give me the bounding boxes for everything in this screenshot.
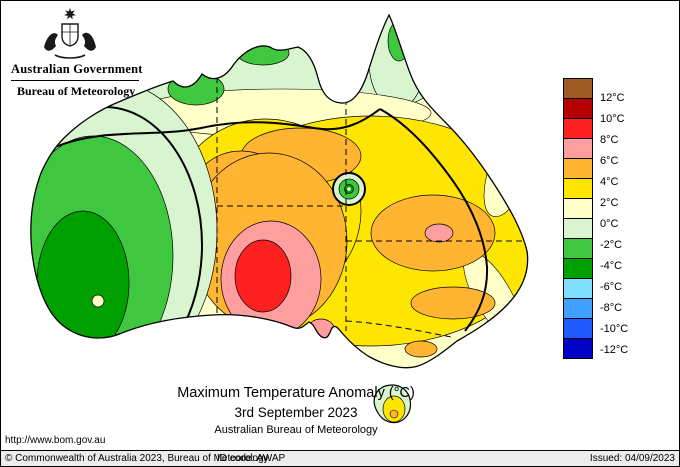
map-title: Maximum Temperature Anomaly (°C) [177, 385, 415, 401]
tasmania-coastline [373, 384, 412, 424]
legend-label: 12°C [600, 92, 625, 104]
legend-label: 2°C [600, 197, 619, 209]
legend-swatch [563, 298, 593, 319]
legend-swatch [563, 118, 593, 139]
legend-swatch [563, 318, 593, 339]
legend-label: -2°C [600, 239, 623, 251]
legend-swatch [563, 258, 593, 279]
footer-bar: © Commonwealth of Australia 2023, Bureau… [1, 450, 679, 466]
bom-url: http://www.bom.gov.au [5, 435, 106, 446]
legend-swatch [563, 238, 593, 259]
map-date: 3rd September 2023 [234, 405, 358, 420]
legend-swatch [563, 158, 593, 179]
id-code-text: ID code: AWAP [217, 453, 286, 464]
legend-swatch [563, 178, 593, 199]
coat-of-arms-icon [44, 8, 96, 59]
bureau-title: Bureau of Meteorology [17, 84, 136, 98]
legend-label: -8°C [600, 302, 623, 314]
legend-swatch [563, 138, 593, 159]
legend-swatch [563, 218, 593, 239]
state-borders [216, 59, 528, 338]
map-attribution: Australian Bureau of Meteorology [214, 424, 378, 436]
legend-label: 8°C [600, 134, 619, 146]
legend-swatch [563, 278, 593, 299]
legend-swatch [563, 78, 593, 99]
legend-swatch [563, 98, 593, 119]
government-title: Australian Government [11, 62, 143, 76]
legend-label: -10°C [600, 323, 629, 335]
legend-label: 6°C [600, 155, 619, 167]
legend-labels: 12°C 10°C 8°C 6°C 4°C 2°C 0°C -2°C -4°C … [600, 88, 646, 361]
legend-swatch [563, 338, 593, 359]
legend-color-scale [563, 78, 593, 359]
map-titles: Maximum Temperature Anomaly (°C) 3rd Sep… [96, 385, 496, 436]
legend-label: 10°C [600, 113, 625, 125]
copyright-text: © Commonwealth of Australia 2023, Bureau… [5, 453, 269, 464]
legend-label: 4°C [600, 176, 619, 188]
branding-divider [11, 80, 139, 81]
legend-label: -6°C [600, 281, 623, 293]
australia-coastline [30, 13, 529, 369]
legend-label: 0°C [600, 218, 619, 230]
legend-swatch [563, 198, 593, 219]
issued-date-text: Issued: 04/09/2023 [589, 453, 675, 464]
legend-label: -4°C [600, 260, 623, 272]
legend-label: -12°C [600, 344, 629, 356]
branding-block: Australian Government Bureau of Meteorol… [9, 5, 159, 99]
